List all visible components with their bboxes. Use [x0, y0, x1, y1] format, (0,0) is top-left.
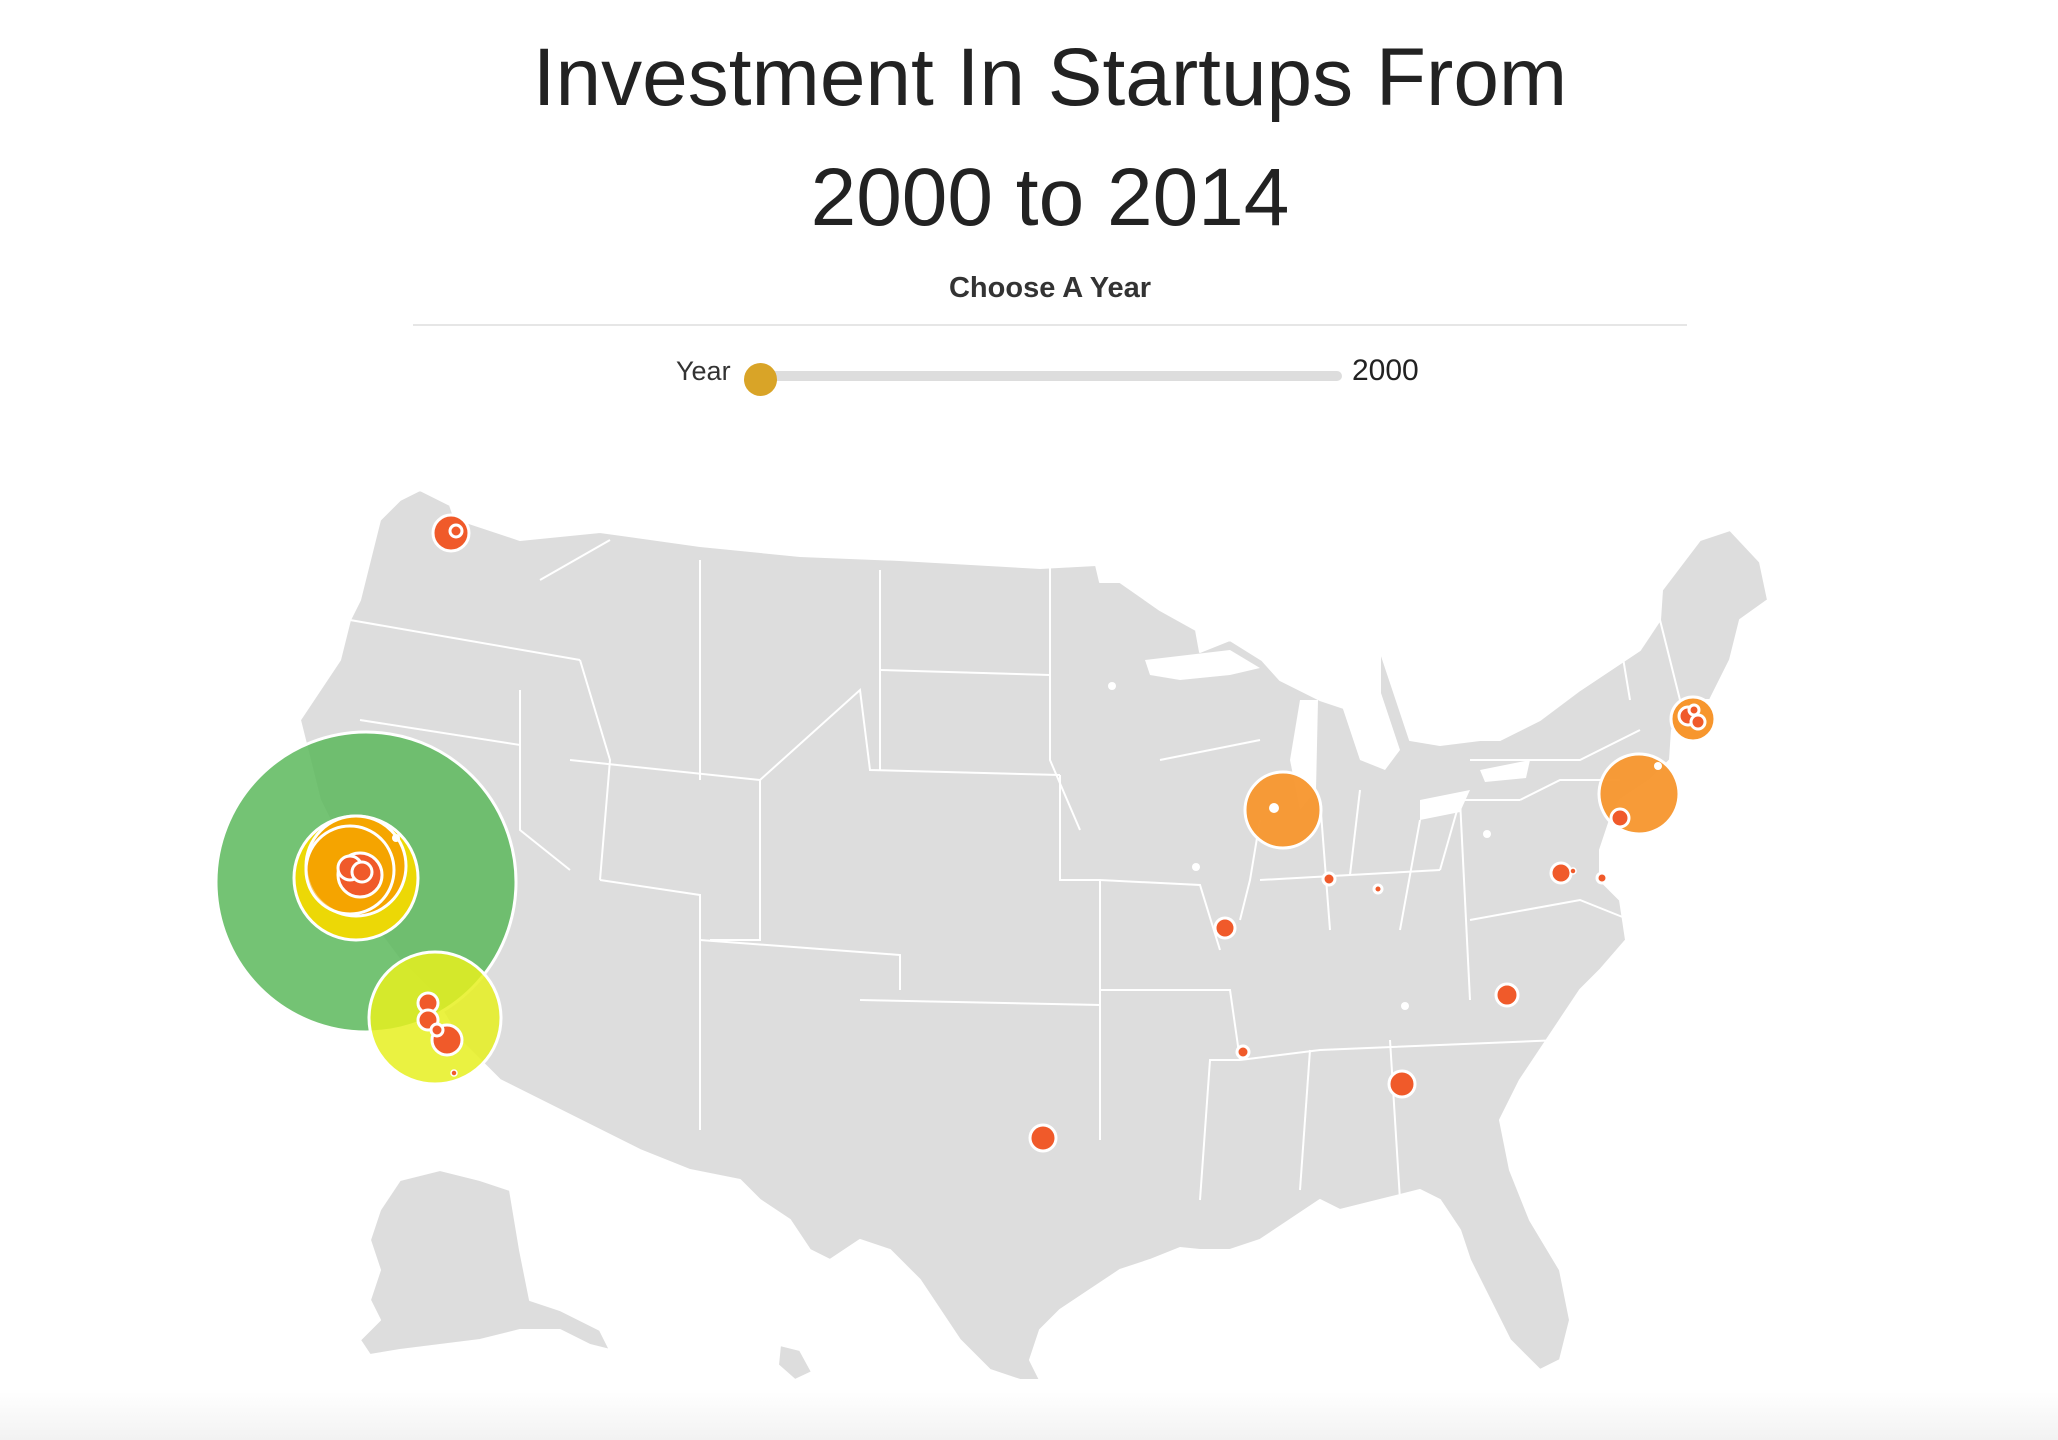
bubble-boston-small-2[interactable] — [1689, 713, 1707, 731]
bubble-nashville[interactable] — [1401, 1002, 1409, 1010]
bubble-washington-dc[interactable] — [1549, 861, 1573, 885]
bottom-scroll-shadow — [0, 1392, 2058, 1440]
bubble-atlanta[interactable] — [1387, 1069, 1417, 1099]
bubble-indianapolis[interactable] — [1321, 871, 1337, 887]
year-slider-handle[interactable] — [744, 363, 777, 396]
title-line-1: Investment In Startups From — [532, 32, 1568, 123]
bubble-ohio[interactable] — [1372, 883, 1384, 895]
bubble-bay-area-tiny[interactable] — [392, 834, 400, 842]
year-slider-label: Year — [676, 356, 731, 386]
investment-bubbles — [214, 513, 1717, 1153]
bubble-memphis[interactable] — [1235, 1044, 1251, 1060]
bubble-iowa[interactable] — [1192, 863, 1200, 871]
bubble-chicago-inner[interactable] — [1269, 803, 1279, 813]
state-borders — [349, 539, 1701, 1201]
year-slider-track[interactable] — [760, 371, 1342, 381]
bubble-st-louis[interactable] — [1213, 916, 1237, 940]
bubble-ny-speck[interactable] — [1654, 762, 1662, 770]
year-value: 2000 — [1352, 354, 1419, 387]
bubble-delaware[interactable] — [1595, 871, 1609, 885]
bubble-san-diego-tiny[interactable] — [450, 1069, 458, 1077]
panel-divider — [413, 324, 1687, 326]
land — [299, 489, 1769, 1381]
bubble-seattle-inner[interactable] — [448, 523, 464, 539]
bubble-dc-small[interactable] — [1569, 867, 1577, 875]
page-title: Investment In Startups From 2000 to 2014 — [0, 18, 2058, 258]
bubble-minneapolis[interactable] — [1108, 682, 1116, 690]
year-panel-heading: Choose A Year — [948, 272, 1151, 304]
bubble-pittsburgh[interactable] — [1483, 830, 1491, 838]
bubble-boston-small-3[interactable] — [1687, 703, 1701, 717]
title-line-2: 2000 to 2014 — [810, 152, 1290, 243]
bubble-la-small-4[interactable] — [429, 1022, 445, 1038]
bubble-new-jersey[interactable] — [1609, 807, 1631, 829]
bubble-raleigh[interactable] — [1494, 982, 1520, 1008]
bubble-chicago[interactable] — [1243, 770, 1323, 850]
bubble-dallas[interactable] — [1028, 1123, 1058, 1153]
bubble-bay-area-small-3[interactable] — [350, 860, 374, 884]
